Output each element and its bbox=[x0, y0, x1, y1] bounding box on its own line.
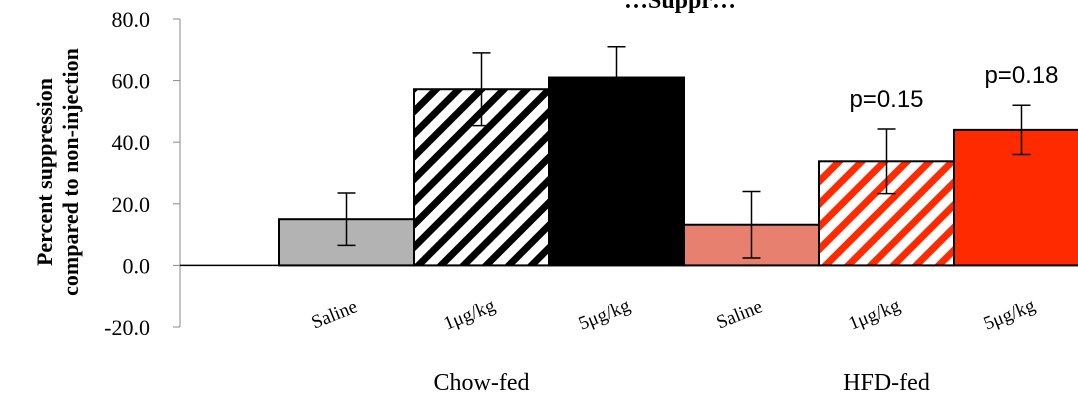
plot-area: -20.0 0.0 20.0 40.0 60.0 80.0 Saline 1μg/kg 5μg/… bbox=[104, 7, 1078, 396]
chart-title: …Suppr… bbox=[624, 0, 736, 14]
y-axis-title: Percent suppression compared to non-inje… bbox=[32, 48, 83, 296]
y-axis-title-line-1: Percent suppression bbox=[32, 78, 57, 266]
category-label: Saline bbox=[308, 296, 360, 333]
y-tick-label: 40.0 bbox=[112, 130, 151, 155]
y-tick-label: 0.0 bbox=[123, 253, 151, 278]
y-tick-label: 80.0 bbox=[112, 7, 151, 32]
group-label: HFD-fed bbox=[843, 370, 930, 396]
category-label: 5μg/kg bbox=[981, 295, 1039, 335]
group-label: Chow-fed bbox=[434, 370, 530, 396]
category-label: 5μg/kg bbox=[576, 295, 634, 335]
p-value-annotation: p=0.18 bbox=[984, 62, 1058, 89]
y-tick-label: 20.0 bbox=[112, 192, 151, 217]
bar bbox=[953, 128, 1078, 267]
y-tick-label: -20.0 bbox=[104, 315, 150, 340]
category-label: Saline bbox=[713, 296, 765, 333]
category-label: 1μg/kg bbox=[441, 295, 499, 335]
category-label: 1μg/kg bbox=[846, 295, 904, 335]
y-tick-label: 60.0 bbox=[112, 69, 151, 94]
y-axis-title-line-2: compared to non-injection bbox=[58, 48, 83, 296]
p-value-annotation: p=0.15 bbox=[849, 86, 923, 113]
